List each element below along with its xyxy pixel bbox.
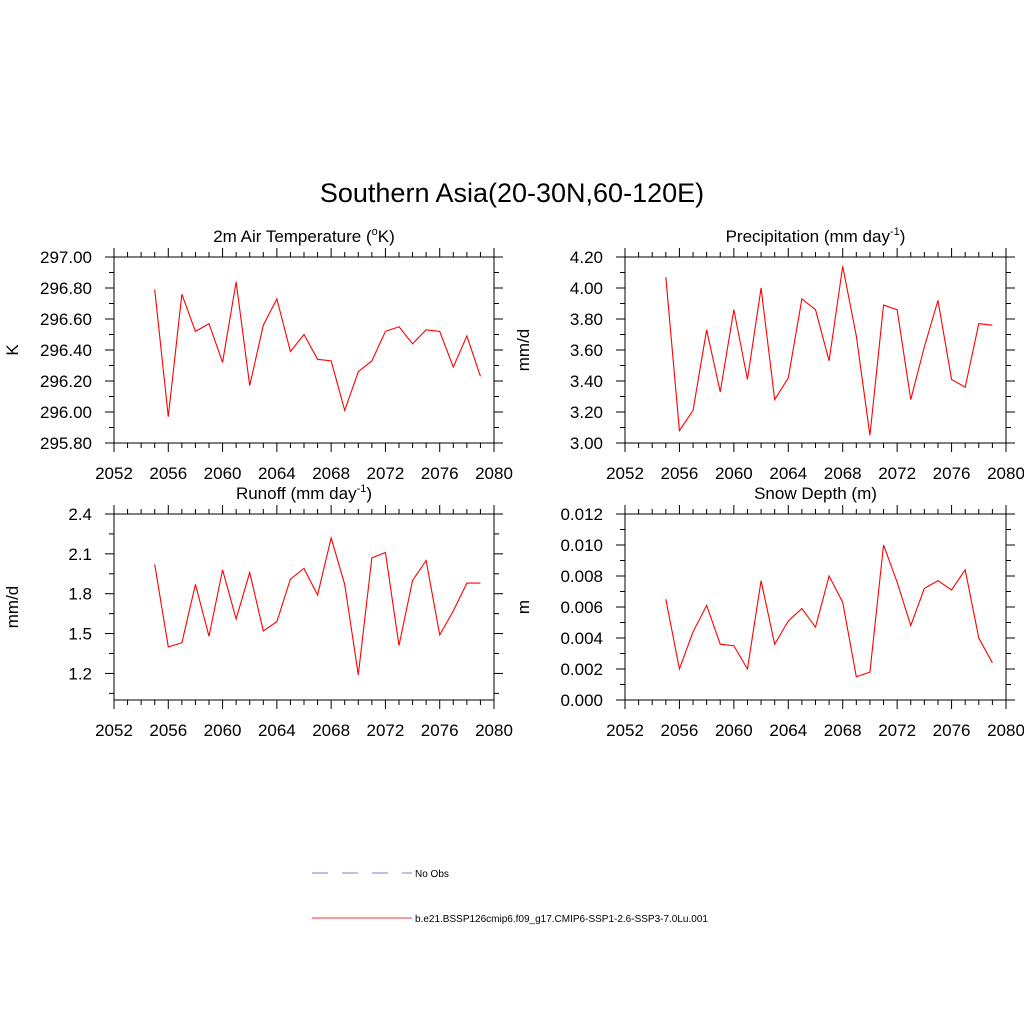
chart-4-ytick-label: 0.006 [560,598,603,617]
chart-2-xtick-label: 2060 [715,464,753,483]
chart-1-xtick-label: 2076 [421,464,459,483]
chart-1-ytick-label: 296.60 [40,310,92,329]
chart-4-xtick-label: 2060 [715,721,753,740]
chart-4-xtick-label: 2056 [661,721,699,740]
chart-3-ytick-label: 2.1 [68,545,92,564]
chart-2-title-sup: -1 [890,226,900,238]
chart-3-frame [113,513,495,701]
chart-1-xtick-label: 2060 [204,464,242,483]
chart-3-ylabel: mm/d [3,586,22,629]
chart-3-xtick-label: 2068 [312,721,350,740]
chart-4-ylabel: m [514,600,533,614]
chart-3-xtick-label: 2072 [367,721,405,740]
chart-3-xtick-label: 2060 [204,721,242,740]
chart-3-xtick-label: 2076 [421,721,459,740]
chart-3-ytick-label: 1.8 [68,585,92,604]
chart-2-xtick-label: 2056 [661,464,699,483]
chart-1-xtick-label: 2056 [149,464,187,483]
chart-3-ytick-label: 2.4 [68,505,92,524]
chart-1-title-end: K) [378,227,395,246]
chart-2-xtick-label: 2064 [769,464,807,483]
chart-1-ytick-label: 296.00 [40,403,92,422]
chart-1-ytick-label: 295.80 [40,434,92,453]
chart-1-xtick-label: 2052 [95,464,133,483]
chart-3-xtick-label: 2080 [475,721,513,740]
chart-3-xtick-label: 2052 [95,721,133,740]
chart-1-title: 2m Air Temperature (oK) [213,226,395,246]
chart-2-ytick-label: 4.00 [570,279,603,298]
chart-4-xtick-label: 2052 [606,721,644,740]
chart-2-title-end: ) [900,227,906,246]
chart-3-title-sup: -1 [357,483,367,495]
legend-label-model: b.e21.BSSP126cmip6.f09_g17.CMIP6-SSP1-2.… [415,914,708,925]
chart-2-ytick-label: 3.60 [570,341,603,360]
chart-2-ylabel: mm/d [514,329,533,372]
chart-3-ytick-label: 1.5 [68,625,92,644]
chart-3-title-end: ) [366,484,372,503]
chart-4-xtick-label: 2076 [933,721,971,740]
chart-2-xtick-label: 2068 [824,464,862,483]
chart-4-ytick-label: 0.012 [560,505,603,524]
chart-4-xtick-label: 2068 [824,721,862,740]
legend: No Obs b.e21.BSSP126cmip6.f09_g17.CMIP6-… [312,869,708,925]
chart-2-ytick-label: 4.20 [570,248,603,267]
chart-3-xtick-label: 2056 [149,721,187,740]
chart-2-xtick-label: 2076 [933,464,971,483]
chart-1-ytick-label: 296.20 [40,372,92,391]
chart-4-title: Snow Depth (m) [754,484,877,503]
chart-4-xtick-label: 2080 [987,721,1024,740]
chart-2-ytick-label: 3.20 [570,403,603,422]
chart-3-title-main: Runoff (mm day [236,484,357,503]
chart-4-xtick-label: 2072 [878,721,916,740]
chart-1-ylabel: K [3,344,22,356]
chart-3-ytick-label: 1.2 [68,664,92,683]
chart-4-ytick-label: 0.000 [560,691,603,710]
chart-2: Precipitation (mm day-1) mm/d 2052 2056 2060… [514,226,1024,483]
chart-1-xtick-label: 2072 [367,464,405,483]
chart-2-xtick-label: 2052 [606,464,644,483]
chart-2-ytick-label: 3.40 [570,372,603,391]
chart-2-series-line [665,266,993,436]
chart-4: Snow Depth (m) m 2052 2056 2060 2064 2068 2072 2… [514,484,1024,740]
chart-4-ytick-label: 0.008 [560,567,603,586]
chart-1-series-line [154,281,481,417]
chart-4-ytick-label: 0.010 [560,536,603,555]
chart-4-ytick-label: 0.004 [560,629,603,648]
chart-2-xtick-label: 2072 [878,464,916,483]
chart-1-xtick-label: 2080 [475,464,513,483]
chart-4-series-line [665,544,993,678]
chart-3: Runoff (mm day-1) mm/d 2052 2056 2060 2064 206… [3,483,513,740]
chart-4-frame [624,513,1007,701]
chart-3-title: Runoff (mm day-1) [236,483,372,503]
chart-1-ytick-label: 297.00 [40,248,92,267]
chart-1-title-sup: o [372,226,378,238]
figure-title: Southern Asia(20-30N,60-120E) [320,178,704,208]
chart-3-series-line [154,535,481,675]
chart-1: 2m Air Temperature (oK) K 2052 2056 2060 2064… [3,226,513,483]
chart-3-xtick-label: 2064 [258,721,296,740]
chart-2-title-main: Precipitation (mm day [726,227,891,246]
chart-2-ytick-label: 3.80 [570,310,603,329]
chart-1-xtick-label: 2068 [312,464,350,483]
chart-1-ytick-label: 296.40 [40,341,92,360]
chart-2-frame [624,256,1007,444]
chart-1-ytick-label: 296.80 [40,279,92,298]
chart-2-title: Precipitation (mm day-1) [726,226,906,246]
chart-panels: 2m Air Temperature (oK) K 2052 2056 2060 2064… [3,226,1024,740]
chart-4-xtick-label: 2064 [769,721,807,740]
legend-label-no-obs: No Obs [415,869,449,880]
chart-4-title-main: Snow Depth (m) [754,484,877,503]
chart-4-ytick-label: 0.002 [560,660,603,679]
chart-1-xtick-label: 2064 [258,464,296,483]
chart-2-ytick-label: 3.00 [570,434,603,453]
chart-1-frame [113,256,495,444]
chart-2-xtick-label: 2080 [987,464,1024,483]
chart-1-title-main: 2m Air Temperature ( [213,227,372,246]
